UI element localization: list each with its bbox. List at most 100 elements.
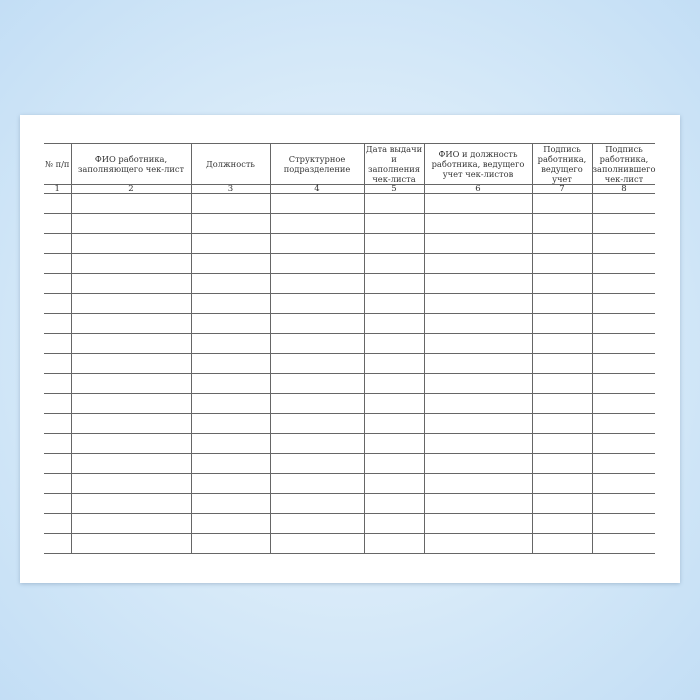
empty-cell[interactable] [70,453,192,474]
empty-cell[interactable] [190,213,271,234]
empty-cell[interactable] [70,493,192,514]
empty-cell[interactable] [269,413,365,434]
empty-cell[interactable] [190,493,271,514]
empty-cell[interactable] [44,433,72,454]
empty-cell[interactable] [363,413,425,434]
empty-cell[interactable] [591,193,656,214]
empty-cell[interactable] [591,273,656,294]
empty-cell[interactable] [190,233,271,254]
empty-cell[interactable] [269,533,365,554]
empty-cell[interactable] [190,373,271,394]
empty-cell[interactable] [70,533,192,554]
empty-cell[interactable] [423,193,533,214]
empty-cell[interactable] [423,293,533,314]
empty-cell[interactable] [531,453,593,474]
empty-cell[interactable] [423,453,533,474]
empty-cell[interactable] [44,373,72,394]
empty-cell[interactable] [363,193,425,214]
empty-cell[interactable] [531,513,593,534]
empty-cell[interactable] [44,413,72,434]
empty-cell[interactable] [591,533,656,554]
empty-cell[interactable] [269,433,365,454]
empty-cell[interactable] [190,253,271,274]
empty-cell[interactable] [531,533,593,554]
empty-cell[interactable] [423,433,533,454]
empty-cell[interactable] [591,213,656,234]
empty-cell[interactable] [531,253,593,274]
empty-cell[interactable] [70,353,192,374]
empty-cell[interactable] [44,393,72,414]
empty-cell[interactable] [44,493,72,514]
empty-cell[interactable] [423,333,533,354]
empty-cell[interactable] [591,333,656,354]
empty-cell[interactable] [363,473,425,494]
empty-cell[interactable] [190,313,271,334]
empty-cell[interactable] [70,393,192,414]
empty-cell[interactable] [363,353,425,374]
empty-cell[interactable] [423,393,533,414]
empty-cell[interactable] [423,273,533,294]
empty-cell[interactable] [269,233,365,254]
empty-cell[interactable] [269,353,365,374]
empty-cell[interactable] [44,313,72,334]
empty-cell[interactable] [363,373,425,394]
empty-cell[interactable] [190,273,271,294]
empty-cell[interactable] [269,193,365,214]
empty-cell[interactable] [591,493,656,514]
empty-cell[interactable] [44,333,72,354]
empty-cell[interactable] [363,493,425,514]
empty-cell[interactable] [363,453,425,474]
empty-cell[interactable] [269,393,365,414]
empty-cell[interactable] [190,193,271,214]
empty-cell[interactable] [591,393,656,414]
empty-cell[interactable] [70,473,192,494]
empty-cell[interactable] [269,253,365,274]
empty-cell[interactable] [363,393,425,414]
empty-cell[interactable] [269,313,365,334]
empty-cell[interactable] [269,213,365,234]
empty-cell[interactable] [591,313,656,334]
empty-cell[interactable] [531,473,593,494]
empty-cell[interactable] [363,273,425,294]
empty-cell[interactable] [190,433,271,454]
empty-cell[interactable] [44,513,72,534]
empty-cell[interactable] [190,473,271,494]
empty-cell[interactable] [363,313,425,334]
empty-cell[interactable] [44,453,72,474]
empty-cell[interactable] [531,313,593,334]
empty-cell[interactable] [190,533,271,554]
empty-cell[interactable] [190,513,271,534]
empty-cell[interactable] [423,513,533,534]
empty-cell[interactable] [70,233,192,254]
empty-cell[interactable] [591,253,656,274]
empty-cell[interactable] [363,293,425,314]
empty-cell[interactable] [423,373,533,394]
empty-cell[interactable] [44,193,72,214]
empty-cell[interactable] [423,533,533,554]
empty-cell[interactable] [531,393,593,414]
empty-cell[interactable] [190,353,271,374]
empty-cell[interactable] [70,413,192,434]
empty-cell[interactable] [363,233,425,254]
empty-cell[interactable] [591,413,656,434]
empty-cell[interactable] [363,513,425,534]
empty-cell[interactable] [531,293,593,314]
empty-cell[interactable] [269,453,365,474]
empty-cell[interactable] [70,273,192,294]
empty-cell[interactable] [44,293,72,314]
empty-cell[interactable] [423,473,533,494]
empty-cell[interactable] [363,213,425,234]
empty-cell[interactable] [269,273,365,294]
empty-cell[interactable] [591,293,656,314]
empty-cell[interactable] [531,193,593,214]
empty-cell[interactable] [190,413,271,434]
empty-cell[interactable] [44,213,72,234]
empty-cell[interactable] [423,213,533,234]
empty-cell[interactable] [70,333,192,354]
empty-cell[interactable] [591,433,656,454]
empty-cell[interactable] [591,453,656,474]
empty-cell[interactable] [531,333,593,354]
empty-cell[interactable] [269,293,365,314]
empty-cell[interactable] [190,453,271,474]
empty-cell[interactable] [363,333,425,354]
